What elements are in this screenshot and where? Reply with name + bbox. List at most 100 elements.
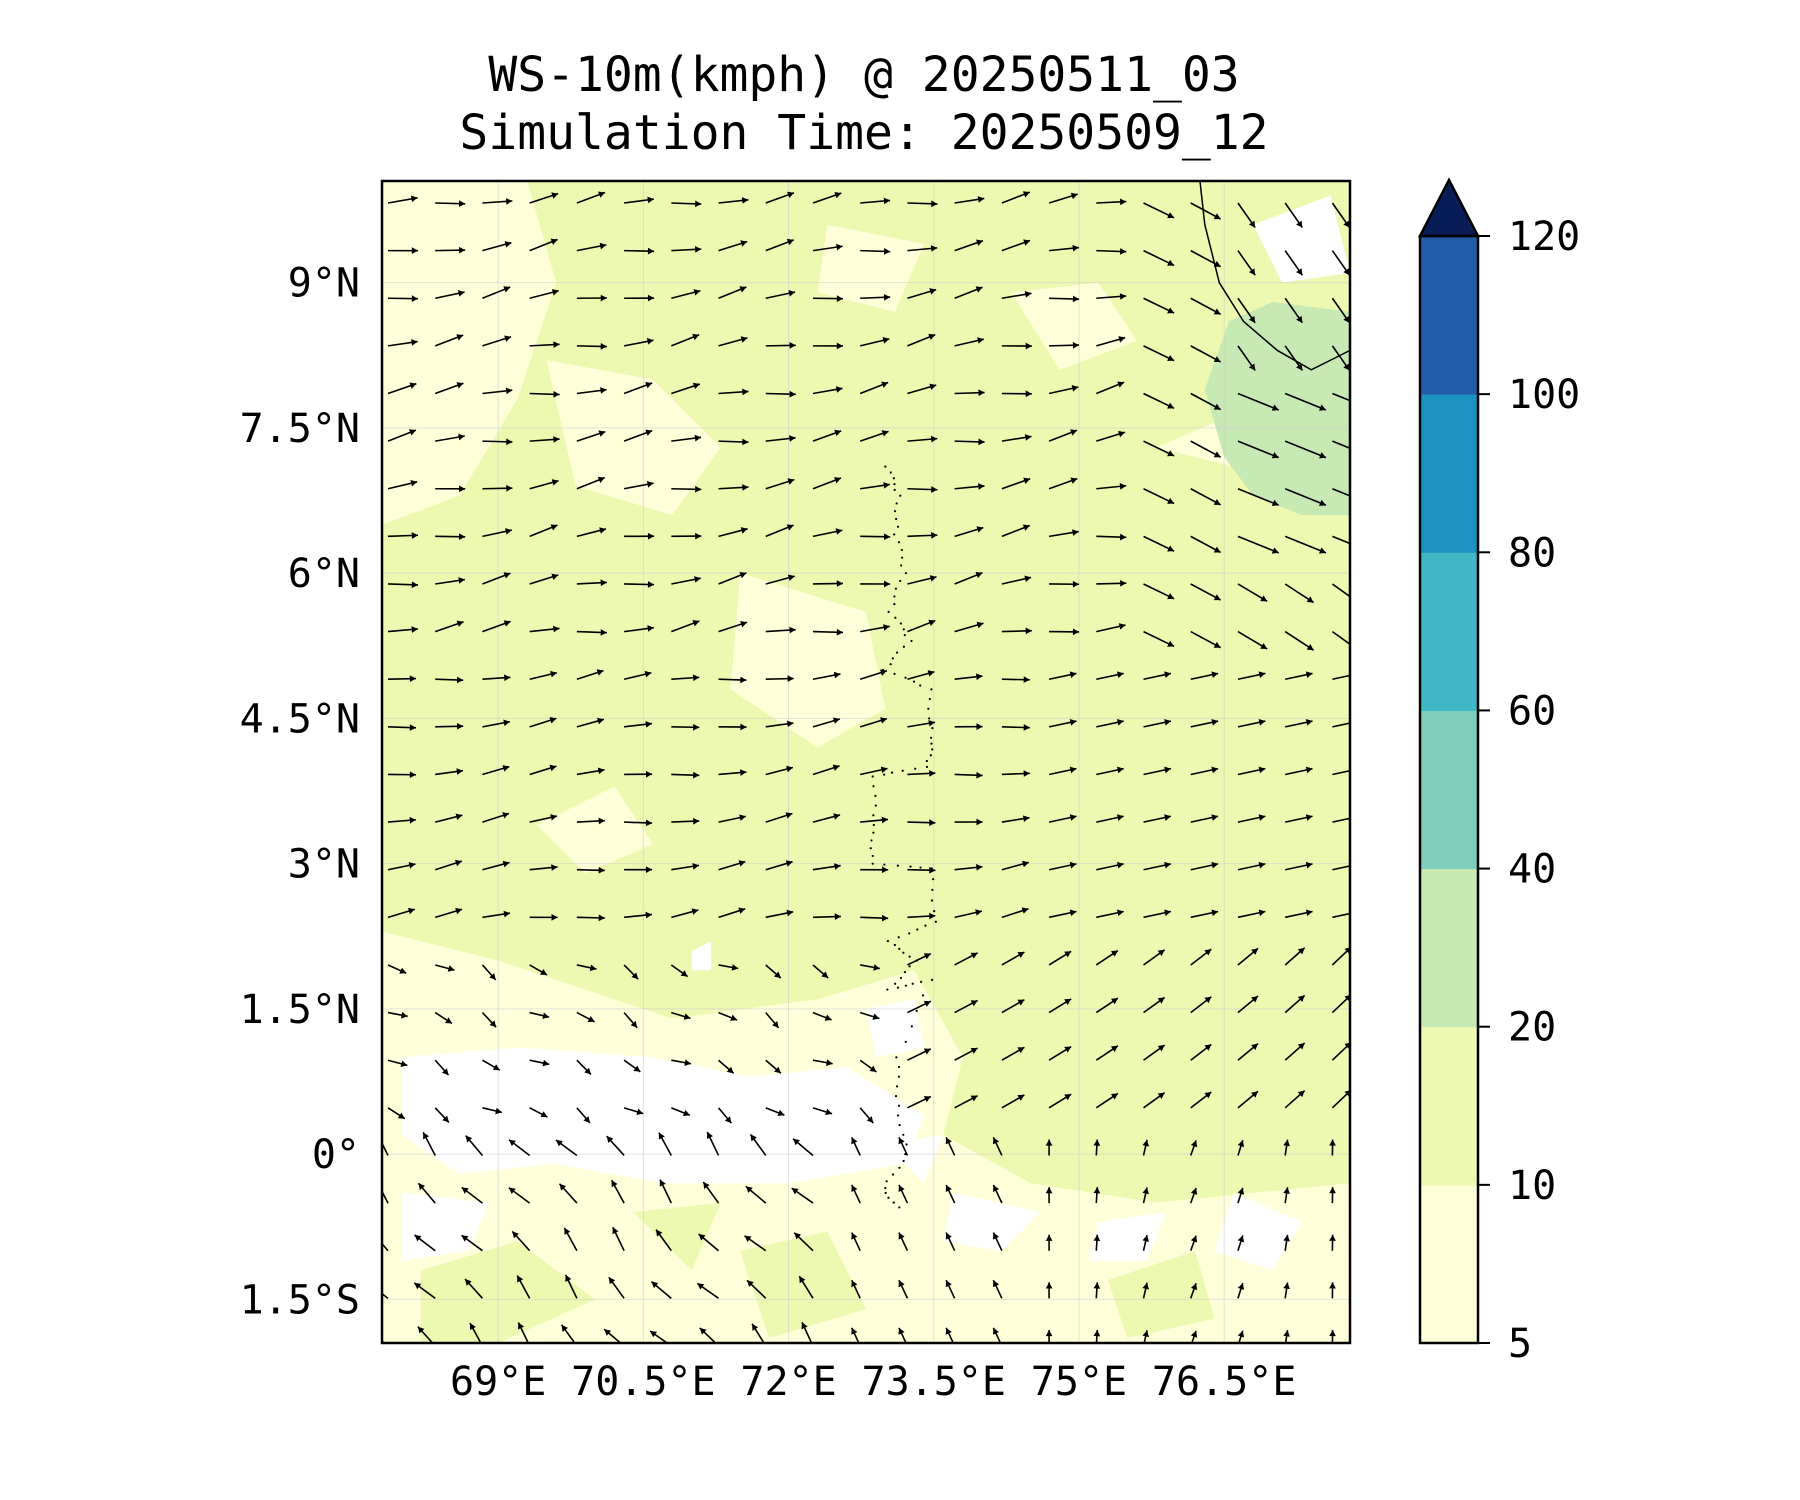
field-patch-5-10 bbox=[536, 786, 654, 874]
wind-arrow bbox=[1237, 345, 1256, 371]
wind-arrow bbox=[387, 295, 419, 302]
island-dot bbox=[894, 587, 898, 590]
wind-arrow bbox=[859, 381, 889, 395]
wind-arrow bbox=[1045, 1187, 1053, 1204]
wind-arrow bbox=[1096, 909, 1124, 919]
wind-arrow bbox=[529, 573, 559, 585]
wind-arrow bbox=[1095, 1045, 1119, 1061]
wind-arrow bbox=[529, 814, 558, 823]
wind-arrow bbox=[1332, 722, 1350, 728]
wind-arrow bbox=[576, 1107, 591, 1124]
wind-arrow bbox=[1045, 1139, 1053, 1156]
wind-arrow bbox=[671, 771, 700, 779]
wind-arrow bbox=[907, 719, 936, 728]
wind-arrow bbox=[1001, 1094, 1025, 1109]
wind-arrow bbox=[1237, 583, 1268, 603]
field-patch-below-5 bbox=[691, 941, 712, 971]
wind-arrow bbox=[576, 964, 597, 972]
wind-arrow bbox=[576, 430, 606, 442]
wind-arrow bbox=[529, 1059, 550, 1067]
wind-arrow bbox=[576, 767, 605, 776]
map-frame bbox=[380, 179, 1352, 1345]
wind-arrow bbox=[671, 333, 700, 347]
wind-arrow bbox=[860, 482, 891, 490]
wind-arrow bbox=[1189, 1140, 1198, 1156]
island-dot bbox=[892, 477, 895, 480]
island-dot bbox=[930, 742, 933, 745]
colorbar-extend-arrow bbox=[1417, 177, 1481, 238]
wind-arrow bbox=[945, 1232, 956, 1252]
wind-arrow bbox=[387, 862, 416, 871]
wind-arrow bbox=[387, 1107, 406, 1120]
wind-arrow bbox=[1095, 949, 1119, 966]
wind-arrow bbox=[860, 337, 890, 347]
wind-arrow bbox=[435, 485, 466, 493]
wind-arrow bbox=[1001, 860, 1030, 871]
island-dot bbox=[900, 548, 903, 552]
island-dot bbox=[931, 727, 934, 730]
wind-arrow bbox=[1142, 1234, 1149, 1251]
wind-arrow bbox=[387, 771, 417, 779]
wind-arrow bbox=[954, 239, 984, 252]
wind-arrow bbox=[1237, 202, 1256, 229]
island-dot bbox=[889, 663, 892, 666]
wind-arrow bbox=[481, 1012, 497, 1028]
wind-arrow bbox=[434, 1107, 450, 1123]
wind-arrow bbox=[623, 964, 639, 980]
wind-arrow bbox=[1331, 202, 1350, 229]
wind-arrow bbox=[718, 388, 749, 396]
wind-arrow bbox=[387, 675, 417, 683]
wind-arrow bbox=[658, 1132, 673, 1156]
wind-arrow bbox=[1048, 477, 1078, 490]
island-dot bbox=[903, 971, 907, 974]
wind-arrow bbox=[1001, 998, 1025, 1014]
island-dot bbox=[908, 955, 911, 958]
wind-arrow bbox=[529, 864, 558, 871]
wind-arrow bbox=[671, 723, 700, 731]
wind-arrow bbox=[1237, 1187, 1245, 1204]
wind-arrow bbox=[1048, 1093, 1072, 1109]
wind-arrow bbox=[671, 1107, 691, 1117]
wind-arrow bbox=[1285, 861, 1313, 871]
wind-arrow bbox=[812, 764, 840, 776]
wind-arrow bbox=[793, 1232, 814, 1252]
island-dot bbox=[904, 572, 908, 575]
wind-arrow bbox=[1190, 814, 1219, 823]
wind-arrow bbox=[603, 1328, 622, 1343]
island-dot bbox=[890, 771, 894, 774]
lon-tick-label: 76.5°E bbox=[1152, 1359, 1297, 1405]
wind-arrow bbox=[1001, 291, 1032, 300]
field-patch-10-20 bbox=[1108, 1251, 1215, 1339]
wind-arrow bbox=[718, 907, 746, 919]
wind-arrow bbox=[1332, 535, 1350, 545]
wind-arrow bbox=[387, 964, 407, 974]
wind-arrow bbox=[529, 390, 560, 398]
wind-arrow bbox=[1284, 535, 1327, 554]
island-dot bbox=[871, 862, 874, 865]
wind-arrow bbox=[744, 1235, 767, 1252]
island-dot bbox=[874, 804, 877, 807]
wind-arrow bbox=[1237, 1330, 1245, 1343]
island-dot bbox=[904, 1040, 907, 1043]
wind-arrow bbox=[529, 238, 558, 252]
wind-arrow bbox=[992, 1136, 1003, 1156]
wind-arrow bbox=[671, 576, 701, 585]
wind-arrow bbox=[1143, 202, 1175, 219]
wind-arrow bbox=[812, 1059, 833, 1066]
wind-arrow bbox=[954, 818, 983, 826]
wind-arrow bbox=[1048, 1045, 1072, 1061]
wind-arrow bbox=[765, 909, 794, 919]
island-dot bbox=[930, 899, 934, 902]
wind-arrow bbox=[1049, 628, 1080, 636]
wind-arrow bbox=[1284, 440, 1327, 459]
wind-arrow bbox=[529, 192, 559, 204]
wind-arrow bbox=[434, 907, 463, 919]
wind-arrow bbox=[765, 524, 794, 538]
wind-vectors bbox=[382, 191, 1350, 1343]
wind-arrow bbox=[718, 723, 747, 731]
wind-arrow bbox=[1190, 583, 1222, 601]
wind-arrow bbox=[623, 480, 654, 490]
wind-arrow bbox=[1001, 627, 1032, 635]
wind-arrow bbox=[1045, 1329, 1053, 1343]
wind-arrow bbox=[612, 1226, 625, 1252]
